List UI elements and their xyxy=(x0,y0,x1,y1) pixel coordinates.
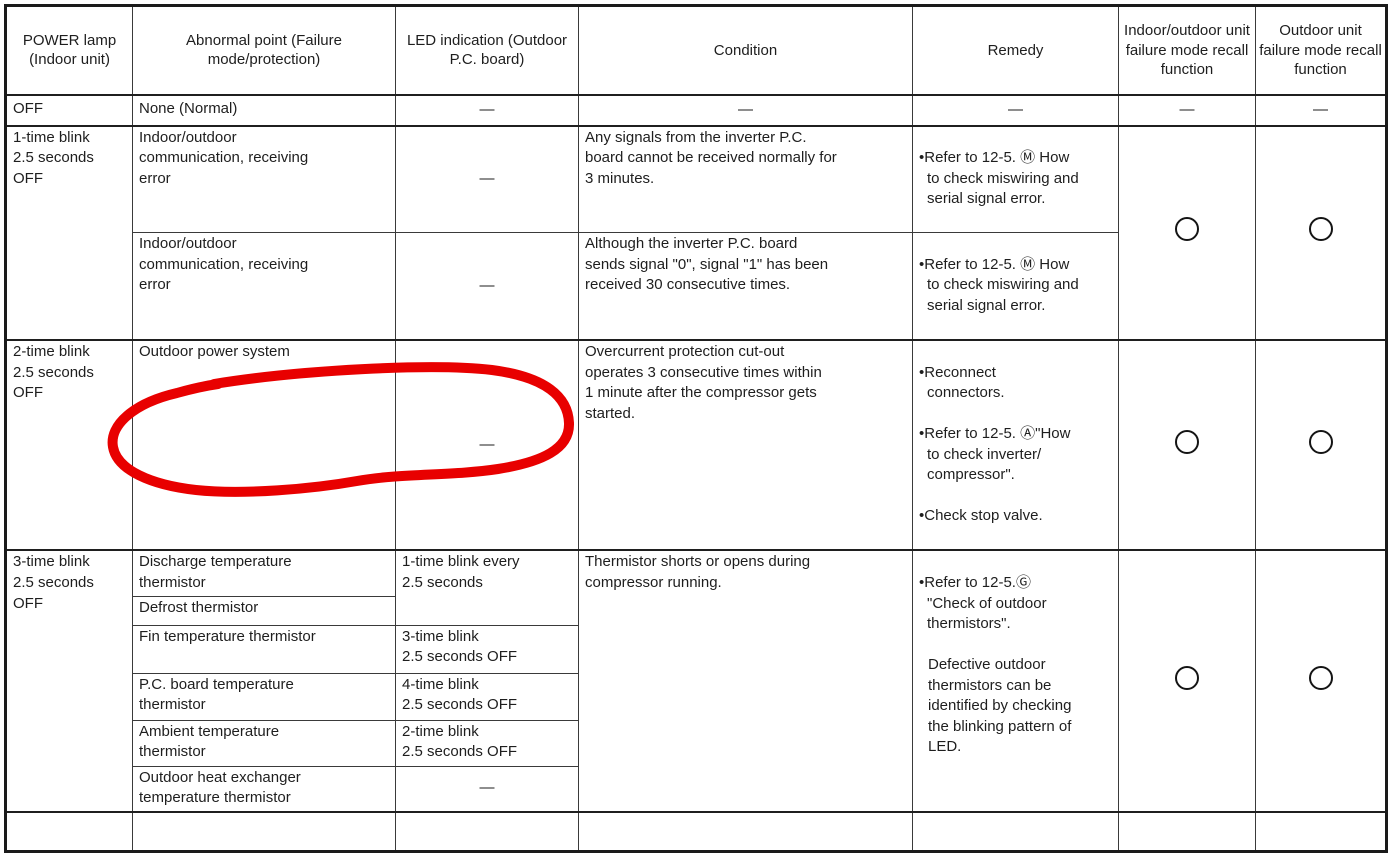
row-1time-blink-sub2: Indoor/outdoor communication, receiving … xyxy=(6,232,1387,341)
service-manual-fault-table-page: POWER lamp (Indoor unit) Abnormal point … xyxy=(4,4,1388,853)
cell-condition-no-signals: Any signals from the inverter P.C. board… xyxy=(578,124,913,234)
cell-indoor-recall-3time xyxy=(1118,549,1256,813)
cell-outdoor-recall-1time xyxy=(1255,124,1387,341)
cell-remedy-miswiring-1: •Refer to 12-5. Ⓜ How to check miswiring… xyxy=(912,124,1119,234)
remedy-bullet: •Refer to 12-5. Ⓜ How to check miswiring… xyxy=(919,149,1079,208)
cell-abnormal-comm-error-1: Indoor/outdoor communication, receiving … xyxy=(132,124,396,234)
cell-remedy-miswiring-2: •Refer to 12-5. Ⓜ How to check miswiring… xyxy=(912,232,1119,341)
remedy-bullet: •Refer to 12-5.Ⓖ "Check of outdoor therm… xyxy=(919,573,1047,633)
recall-supported-circle-icon xyxy=(1308,665,1333,690)
cell-outdoor-recall-3time xyxy=(1255,549,1387,813)
cell-led-3time-blink: 3-time blink 2.5 seconds OFF xyxy=(395,624,579,674)
cell-partial xyxy=(1255,810,1387,853)
header-remedy: Remedy xyxy=(912,5,1119,96)
recall-supported-circle-icon xyxy=(1308,429,1333,454)
cell-condition-overcurrent: Overcurrent protection cut-out operates … xyxy=(578,338,913,551)
header-power-lamp: POWER lamp (Indoor unit) xyxy=(5,5,133,96)
recall-supported-circle-icon xyxy=(1175,429,1199,454)
cell-condition-none: — xyxy=(578,93,913,126)
header-led-indication: LED indication (Outdoor P.C. board) xyxy=(395,5,579,96)
row-3time-discharge: 3-time blink 2.5 seconds OFF Discharge t… xyxy=(5,549,1387,813)
cell-led-dash-2: — xyxy=(395,232,579,341)
cell-partial xyxy=(1118,810,1256,853)
cell-abnormal-heat-exchanger-thermistor: Outdoor heat exchanger temperature therm… xyxy=(132,765,396,813)
cell-outdoor-recall-none: — xyxy=(1255,93,1387,126)
cell-abnormal-none: None (Normal) xyxy=(132,93,396,126)
recall-supported-circle-icon xyxy=(1308,217,1333,242)
cell-abnormal-fin-thermistor: Fin temperature thermistor xyxy=(132,624,396,674)
cell-remedy-none: — xyxy=(912,93,1119,126)
cell-partial xyxy=(578,810,913,853)
cell-abnormal-pcboard-thermistor: P.C. board temperature thermistor xyxy=(132,672,396,721)
row-2time-blink: 2-time blink 2.5 seconds OFF Outdoor pow… xyxy=(5,338,1387,551)
cell-outdoor-recall-2time xyxy=(1255,338,1387,551)
cell-condition-thermistor: Thermistor shorts or opens during compre… xyxy=(578,549,913,813)
row-3time-fin: Fin temperature thermistor 3-time blink … xyxy=(6,624,1387,674)
row-normal: OFF None (Normal) — — — — — xyxy=(5,93,1387,126)
remedy-bullet: •Refer to 12-5. Ⓐ"How to check inverter/… xyxy=(919,425,1071,484)
recall-supported-circle-icon xyxy=(1175,665,1199,690)
cell-remedy-overcurrent: •Reconnect connectors. •Refer to 12-5. Ⓐ… xyxy=(912,338,1119,551)
header-outdoor-recall: Outdoor unit failure mode recall functio… xyxy=(1255,5,1387,96)
remedy-bullet: •Reconnect connectors. xyxy=(919,363,1005,402)
cell-abnormal-discharge-thermistor: Discharge temperature thermistor xyxy=(132,549,396,597)
cell-led-dash-1: — xyxy=(395,124,579,234)
cell-condition-signal-0-1: Although the inverter P.C. board sends s… xyxy=(578,232,913,341)
cell-led-4time-blink: 4-time blink 2.5 seconds OFF xyxy=(395,672,579,721)
cell-partial xyxy=(395,810,579,853)
remedy-bullet: •Check stop valve. xyxy=(919,507,1043,525)
row-partial-clipped xyxy=(5,810,1387,853)
header-condition: Condition xyxy=(578,5,913,96)
header-abnormal-point: Abnormal point (Failure mode/protection) xyxy=(132,5,396,96)
cell-indoor-recall-2time xyxy=(1118,338,1256,551)
cell-abnormal-outdoor-power: Outdoor power system xyxy=(132,338,396,551)
cell-abnormal-defrost-thermistor: Defrost thermistor xyxy=(132,595,396,626)
header-row: POWER lamp (Indoor unit) Abnormal point … xyxy=(5,5,1387,96)
cell-led-2time-blink: 2-time blink 2.5 seconds OFF xyxy=(395,719,579,767)
cell-partial xyxy=(912,810,1119,853)
remedy-bullet: •Refer to 12-5. Ⓜ How to check miswiring… xyxy=(919,255,1079,314)
cell-abnormal-comm-error-2: Indoor/outdoor communication, receiving … xyxy=(132,232,396,341)
cell-led-dash-heat-exchanger: — xyxy=(395,765,579,813)
header-indoor-outdoor-recall: Indoor/outdoor unit failure mode recall … xyxy=(1118,5,1256,96)
row-1time-blink-sub1: 1-time blink 2.5 seconds OFF Indoor/outd… xyxy=(5,124,1387,341)
remedy-note: Defective outdoor thermistors can be ide… xyxy=(928,656,1072,756)
fault-code-table: POWER lamp (Indoor unit) Abnormal point … xyxy=(4,4,1388,853)
cell-remedy-thermistors: •Refer to 12-5.Ⓖ "Check of outdoor therm… xyxy=(912,549,1119,813)
cell-led-1time-every: 1-time blink every 2.5 seconds xyxy=(395,549,579,626)
cell-led-dash-outdoor-power: — xyxy=(395,338,579,551)
recall-supported-circle-icon xyxy=(1175,217,1199,242)
cell-power-off: OFF xyxy=(5,93,133,126)
cell-partial xyxy=(5,810,133,853)
cell-indoor-recall-1time xyxy=(1118,124,1256,341)
cell-indoor-recall-none: — xyxy=(1118,93,1256,126)
cell-power-3time: 3-time blink 2.5 seconds OFF xyxy=(5,549,133,813)
cell-abnormal-ambient-thermistor: Ambient temperature thermistor xyxy=(132,719,396,767)
cell-power-2time: 2-time blink 2.5 seconds OFF xyxy=(5,338,133,551)
cell-partial xyxy=(132,810,396,853)
cell-power-1time: 1-time blink 2.5 seconds OFF xyxy=(5,124,133,341)
cell-led-none: — xyxy=(395,93,579,126)
